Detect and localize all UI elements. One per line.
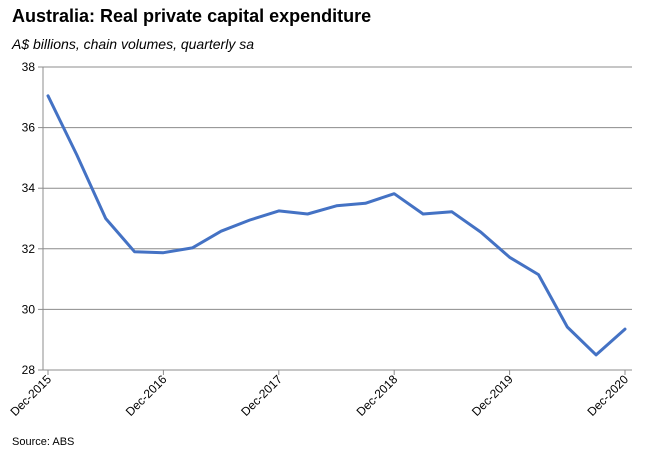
y-tick-label-28: 28 bbox=[22, 363, 36, 377]
x-tick-label-Dec-2019: Dec-2019 bbox=[469, 372, 516, 419]
y-tick-label-32: 32 bbox=[22, 242, 36, 256]
axes bbox=[38, 66, 632, 375]
x-tick-label-Dec-2020: Dec-2020 bbox=[584, 372, 631, 419]
y-axis-tick-labels: 28 30 32 34 36 38 bbox=[22, 60, 36, 377]
x-tick-label-Dec-2017: Dec-2017 bbox=[238, 372, 285, 419]
x-tick-label-Dec-2015: Dec-2015 bbox=[7, 372, 54, 419]
y-tick-label-36: 36 bbox=[22, 121, 36, 135]
series-line-0 bbox=[46, 94, 627, 357]
source-note: Source: ABS bbox=[12, 436, 75, 448]
chart-subtitle: A$ billions, chain volumes, quarterly sa bbox=[12, 36, 255, 52]
x-axis-tick-labels: Dec-2015 Dec-2016 Dec-2017 Dec-2018 Dec-2019… bbox=[7, 372, 631, 419]
series-lines bbox=[46, 94, 627, 357]
gridlines bbox=[43, 66, 632, 310]
y-tick-label-38: 38 bbox=[22, 60, 36, 74]
y-tick-label-30: 30 bbox=[22, 302, 36, 316]
x-tick-label-Dec-2016: Dec-2016 bbox=[123, 372, 170, 419]
x-tick-label-Dec-2018: Dec-2018 bbox=[354, 372, 401, 419]
y-tick-label-34: 34 bbox=[22, 181, 36, 195]
chart-title: Australia: Real private capital expendit… bbox=[12, 6, 372, 26]
